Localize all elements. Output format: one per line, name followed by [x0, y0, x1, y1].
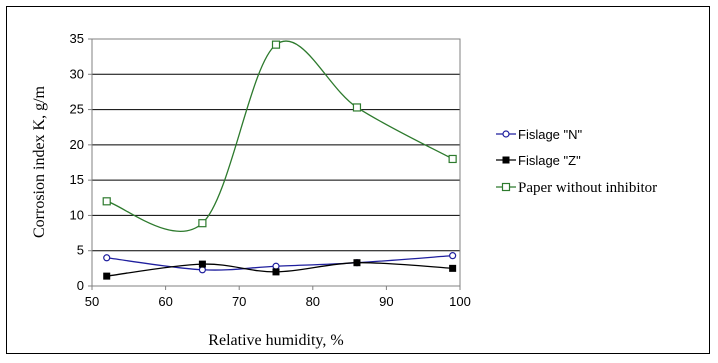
x-tick-label-5: 100	[449, 294, 471, 309]
x-tick-label-2: 70	[232, 294, 246, 309]
series-2-line	[106, 40, 453, 232]
series-layer	[102, 40, 457, 280]
legend: Fislage "N" Fislage "Z" Paper without inhi…	[496, 127, 657, 196]
y-tick-label-5: 25	[70, 102, 84, 117]
y-tick-label-2: 10	[70, 207, 84, 222]
series-1-point-4	[449, 264, 457, 272]
legend-item-2: Paper without inhibitor	[496, 180, 657, 196]
series-2-point-3	[352, 103, 362, 112]
legend-marker-1	[502, 156, 510, 164]
legend-label-1: Fislage "Z"	[518, 153, 581, 168]
series-1-point-1	[198, 260, 206, 268]
legend-item-1: Fislage "Z"	[496, 153, 581, 168]
series-0-point-1	[198, 266, 206, 274]
x-tick-label-4: 90	[379, 294, 393, 309]
legend-item-0: Fislage "N"	[496, 127, 583, 142]
series-0-point-0	[103, 254, 111, 262]
legend-marker-2	[501, 182, 511, 192]
legend-label-0: Fislage "N"	[518, 127, 583, 142]
grid-lines	[92, 38, 460, 252]
y-axis-title: Corrosion index K, g/m	[31, 85, 48, 238]
y-tick-label-1: 5	[77, 243, 84, 258]
series-2-point-1	[198, 219, 207, 228]
x-tick-label-0: 50	[85, 294, 99, 309]
series-1	[103, 259, 457, 280]
series-0-point-2	[272, 262, 280, 270]
series-1-point-0	[103, 272, 111, 280]
x-tick-label-3: 80	[306, 294, 320, 309]
y-tick-label-0: 0	[77, 278, 84, 293]
legend-marker-0	[502, 130, 510, 138]
x-axis-title: Relative humidity, %	[208, 332, 343, 349]
y-tick-label-3: 15	[70, 172, 84, 187]
series-2-point-2	[271, 40, 281, 49]
series-2	[102, 40, 457, 232]
series-2-point-0	[102, 197, 111, 206]
y-tick-label-7: 35	[70, 31, 84, 46]
legend-label-2: Paper without inhibitor	[518, 180, 657, 196]
series-1-point-2	[272, 268, 280, 276]
x-tick-label-1: 60	[158, 294, 172, 309]
series-0-point-4	[449, 252, 457, 260]
series-1-point-3	[353, 259, 361, 267]
y-tick-label-4: 20	[70, 137, 84, 152]
tick-labels: 0 5 10 15 20 25 30 35 50 60 70 80 90 100	[70, 31, 471, 309]
plot-area-border	[91, 38, 461, 287]
series-0	[103, 252, 457, 274]
y-tick-label-6: 30	[70, 66, 84, 81]
series-2-point-4	[448, 154, 457, 164]
